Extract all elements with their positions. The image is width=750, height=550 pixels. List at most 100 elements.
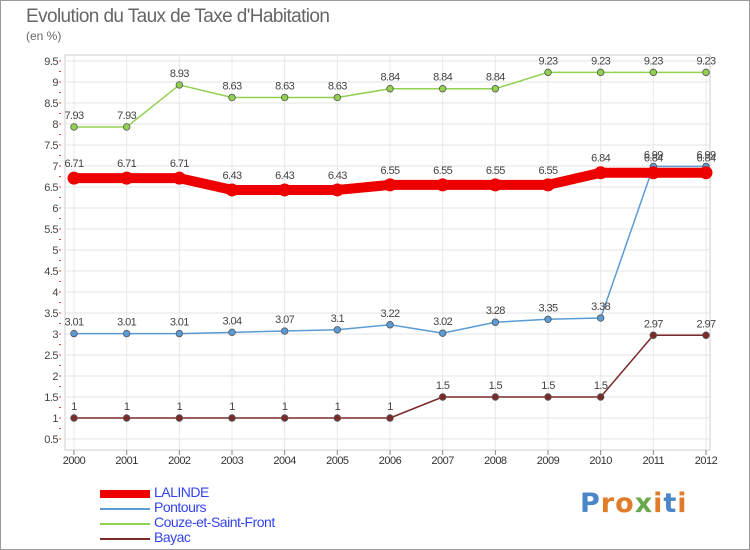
data-label: 8.63 xyxy=(328,81,347,93)
data-point xyxy=(649,331,658,339)
y-tick-label: 6 xyxy=(52,203,58,215)
data-point xyxy=(488,178,502,192)
data-label: 1 xyxy=(282,401,288,413)
legend-swatch-lalinde xyxy=(100,490,150,498)
data-label: 9.23 xyxy=(644,55,663,67)
y-tick-label: 1 xyxy=(52,413,58,425)
y-tick-label: 0.5 xyxy=(44,434,58,446)
y-tick-label: 4.5 xyxy=(44,266,58,278)
y-tick-label: 3.5 xyxy=(44,308,58,320)
y-tick-label: 8.5 xyxy=(44,98,58,110)
data-point xyxy=(70,123,78,131)
legend: LALINDE Pontours Couze-et-Saint-Front Ba… xyxy=(100,484,360,546)
data-point xyxy=(544,393,552,401)
legend-swatch-couze xyxy=(100,523,150,525)
data-point xyxy=(594,166,608,180)
legend-swatch-pontours xyxy=(100,508,150,510)
legend-label: Couze-et-Saint-Front xyxy=(154,514,275,530)
data-label: 3.22 xyxy=(380,308,399,320)
x-tick-label: 2002 xyxy=(168,455,191,467)
chart-title: Evolution du Taux de Taxe d'Habitation xyxy=(26,6,330,27)
data-point xyxy=(228,414,236,422)
data-point xyxy=(333,93,342,102)
data-label: 6.55 xyxy=(486,165,505,177)
x-tick-label: 2010 xyxy=(589,455,612,467)
data-point xyxy=(333,414,342,422)
data-point xyxy=(596,314,605,322)
data-label: 1 xyxy=(177,401,183,413)
data-label: 9.23 xyxy=(696,55,715,67)
x-tick-label: 2012 xyxy=(695,455,718,467)
data-point xyxy=(544,315,552,323)
data-label: 6.71 xyxy=(117,158,136,170)
data-point xyxy=(491,393,500,401)
data-point xyxy=(438,329,447,337)
data-label: 8.63 xyxy=(275,81,294,93)
data-label: 1 xyxy=(335,401,341,413)
y-tick-label: 7 xyxy=(52,161,58,173)
data-label: 7.93 xyxy=(117,110,136,122)
data-point xyxy=(67,171,81,185)
data-label: 3.02 xyxy=(433,316,452,328)
y-tick-label: 9 xyxy=(52,77,58,89)
legend-swatch-bayac xyxy=(100,538,150,540)
data-label: 3.07 xyxy=(275,314,294,326)
data-point xyxy=(541,178,555,192)
unit-label: (en %) xyxy=(26,29,62,43)
data-label: 6.99 xyxy=(644,149,663,161)
data-label: 6.84 xyxy=(591,153,610,165)
data-label: 3.38 xyxy=(591,301,610,313)
data-point xyxy=(280,93,289,102)
data-label: 3.28 xyxy=(486,305,505,317)
x-tick-label: 2005 xyxy=(326,455,349,467)
legend-item: Pontours xyxy=(100,499,360,516)
data-label: 2.97 xyxy=(696,318,715,330)
x-tick-label: 2000 xyxy=(63,455,86,467)
data-point xyxy=(175,414,184,422)
y-tick-label: 1.5 xyxy=(44,392,58,404)
data-label: 3.01 xyxy=(64,317,83,329)
data-point xyxy=(225,183,239,197)
data-point xyxy=(122,414,131,422)
legend-label: Bayac xyxy=(154,529,191,545)
data-point xyxy=(383,178,397,192)
data-point xyxy=(280,327,289,335)
data-point xyxy=(333,326,342,334)
data-point xyxy=(122,329,131,338)
data-point xyxy=(596,68,605,77)
data-label: 8.63 xyxy=(222,81,241,93)
data-label: 6.71 xyxy=(170,158,189,170)
data-label: 1 xyxy=(229,401,235,413)
data-label: 6.43 xyxy=(222,170,241,182)
x-tick-label: 2009 xyxy=(537,455,560,467)
data-label: 8.84 xyxy=(380,72,399,84)
data-label: 6.55 xyxy=(433,165,452,177)
data-point xyxy=(544,68,552,77)
y-tick-label: 2.5 xyxy=(44,350,58,362)
x-tick-label: 2001 xyxy=(115,455,138,467)
data-label: 1 xyxy=(71,401,77,413)
data-point xyxy=(491,318,500,326)
data-label: 3.04 xyxy=(222,315,241,327)
data-point xyxy=(175,81,184,89)
x-tick-label: 2003 xyxy=(221,455,244,467)
data-label: 1.5 xyxy=(594,380,608,392)
data-label: 1 xyxy=(124,401,130,413)
data-label: 6.43 xyxy=(328,170,347,182)
data-point xyxy=(438,85,447,93)
data-point xyxy=(228,328,236,337)
data-label: 3.01 xyxy=(117,317,136,329)
data-point xyxy=(172,171,186,185)
data-label: 6.71 xyxy=(64,158,83,170)
legend-item: Bayac xyxy=(100,529,360,546)
data-label: 2.97 xyxy=(644,318,663,330)
data-point xyxy=(228,93,236,102)
data-label: 3.01 xyxy=(170,317,189,329)
data-point xyxy=(120,171,134,185)
data-point xyxy=(491,85,500,93)
data-point xyxy=(175,329,184,338)
y-tick-label: 2 xyxy=(52,371,58,383)
data-label: 6.55 xyxy=(380,165,399,177)
data-point xyxy=(386,321,394,329)
